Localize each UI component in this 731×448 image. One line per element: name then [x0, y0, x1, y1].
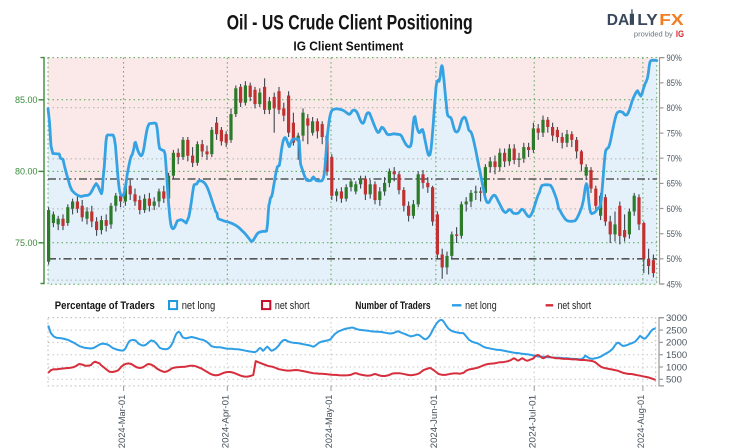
svg-text:85%: 85% — [667, 78, 683, 89]
svg-text:LY: LY — [637, 12, 658, 29]
svg-text:90%: 90% — [667, 53, 683, 64]
svg-text:Percentage of Traders: Percentage of Traders — [55, 300, 155, 312]
svg-text:net long: net long — [182, 300, 216, 312]
svg-text:60%: 60% — [667, 204, 683, 215]
svg-text:2024-Aug-01: 2024-Aug-01 — [636, 395, 646, 448]
svg-text:75%: 75% — [667, 128, 683, 139]
svg-text:500: 500 — [666, 375, 682, 386]
svg-text:2500: 2500 — [666, 325, 687, 336]
svg-text:50%: 50% — [667, 254, 683, 265]
svg-text:2024-Mar-01: 2024-Mar-01 — [117, 395, 127, 448]
svg-text:2024-Apr-01: 2024-Apr-01 — [221, 395, 231, 448]
svg-text:2000: 2000 — [666, 338, 687, 349]
svg-text:80%: 80% — [667, 103, 683, 114]
svg-text:provided by: provided by — [634, 29, 673, 38]
svg-text:IG: IG — [676, 29, 684, 39]
svg-text:DA: DA — [607, 12, 630, 29]
svg-text:1500: 1500 — [666, 350, 687, 361]
svg-text:70%: 70% — [667, 154, 683, 165]
svg-text:3000: 3000 — [666, 313, 687, 324]
svg-text:55%: 55% — [667, 229, 683, 240]
svg-text:Oil - US Crude Client Position: Oil - US Crude Client Positioning — [227, 12, 473, 35]
svg-text:45%: 45% — [667, 279, 683, 290]
svg-text:2024-Jul-01: 2024-Jul-01 — [527, 395, 537, 448]
svg-text:85.00: 85.00 — [15, 95, 38, 105]
svg-text:1000: 1000 — [666, 362, 687, 373]
svg-text:net short: net short — [558, 300, 592, 312]
svg-text:net short: net short — [275, 300, 310, 312]
svg-text:75.00: 75.00 — [15, 238, 38, 248]
svg-text:IG Client Sentiment: IG Client Sentiment — [293, 39, 404, 53]
svg-text:80.00: 80.00 — [15, 167, 38, 177]
svg-text:Number of Traders: Number of Traders — [355, 300, 430, 312]
svg-text:2024-May-01: 2024-May-01 — [324, 395, 334, 448]
svg-text:2024-Jun-01: 2024-Jun-01 — [429, 395, 439, 448]
svg-text:65%: 65% — [667, 179, 683, 190]
svg-text:FX: FX — [659, 12, 684, 29]
svg-text:net long: net long — [465, 300, 497, 312]
